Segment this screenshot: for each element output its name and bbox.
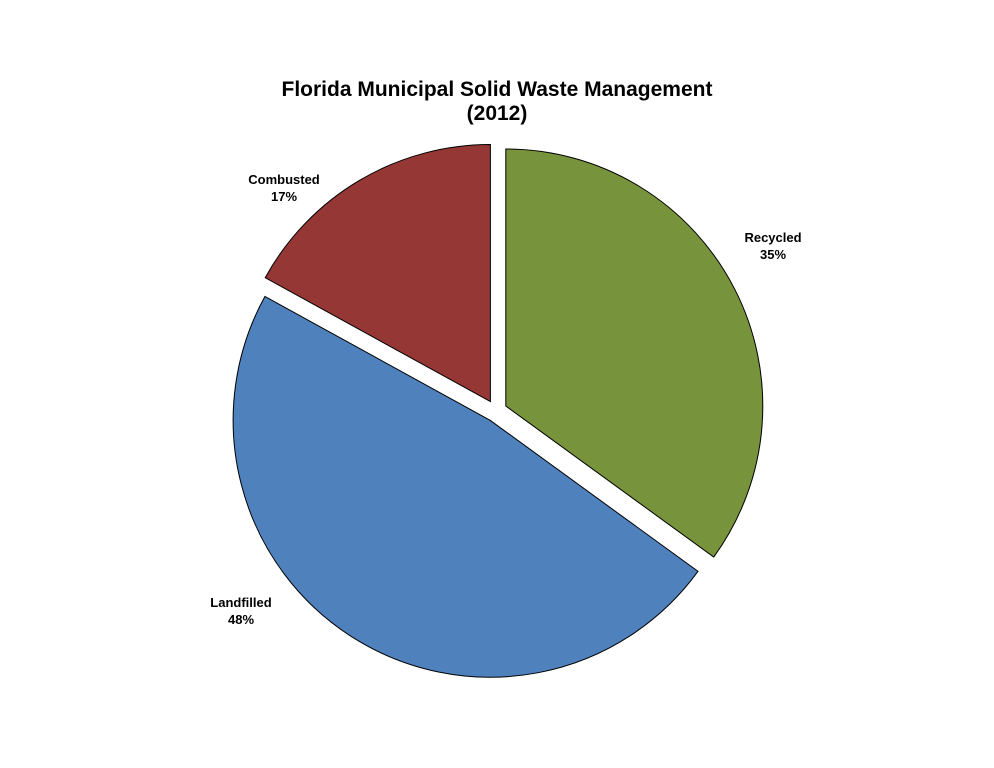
chart-title: Florida Municipal Solid Waste Management [281,78,713,101]
pie-slice-landfilled [232,295,699,678]
pie-slice-combusted [264,144,491,403]
slice-category-label: Combusted [248,172,320,187]
slice-value-label: 17% [271,189,297,204]
slice-label-landfilled: Landfilled 48% [210,595,271,627]
slice-value-label: 48% [228,612,254,627]
slice-category-label: Landfilled [210,595,271,610]
slice-category-label: Recycled [744,230,801,245]
slice-label-combusted: Combusted 17% [248,172,320,204]
slice-value-label: 35% [760,247,786,262]
pie-slice-recycled [505,148,764,558]
chart-subtitle: (2012) [466,102,528,125]
chart-title-block: Florida Municipal Solid Waste Management… [0,78,994,126]
slice-label-recycled: Recycled 35% [744,230,801,262]
